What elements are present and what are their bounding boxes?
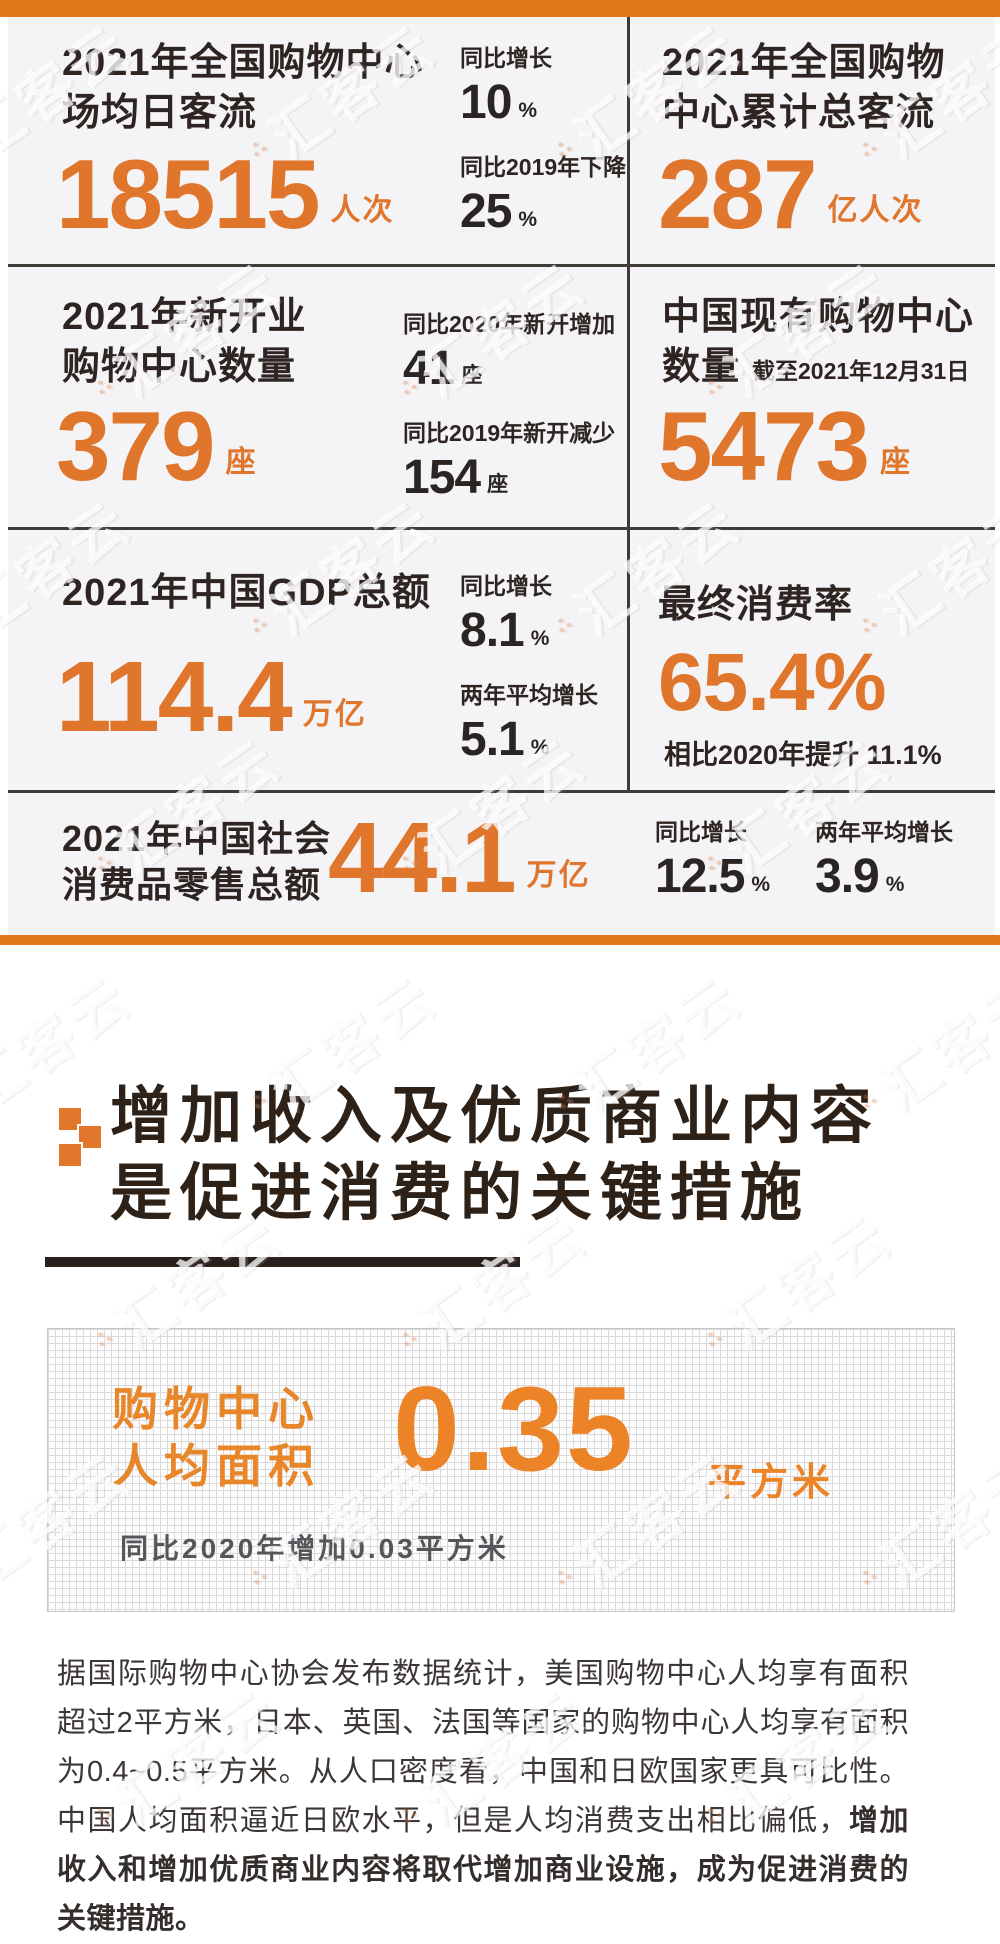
as-of-date-note: 截至2021年12月31日 xyxy=(752,358,970,384)
stat-panels: 2021年全国购物中心 场均日客流 18515 人次 同比增长 10 % 同比2… xyxy=(8,17,995,935)
highlight-label: 购物中心 人均面积 xyxy=(112,1383,320,1492)
unit-label: 人次 xyxy=(330,194,395,228)
watermark-text: ∴汇客云 xyxy=(991,1192,1000,1380)
watermark-text: ∴汇客云 xyxy=(991,1668,1000,1856)
stat-title-existing-malls: 中国现有购物中心 数量 截至2021年12月31日 xyxy=(662,292,974,396)
consumption-rate-note: 相比2020年提升 11.1% xyxy=(664,740,942,770)
stat-title-retail-sales: 2021年中国社会 消费品零售总额 xyxy=(62,818,332,905)
stat-title-gdp: 2021年中国GDP总额 xyxy=(62,572,431,614)
stat-title-daily-traffic: 2021年全国购物中心 场均日客流 xyxy=(62,42,424,134)
substat-retail-yoy: 同比增长 12.5 % xyxy=(655,819,771,903)
stat-title-total-traffic: 2021年全国购物 中心累计总客流 xyxy=(662,42,946,134)
column-divider xyxy=(627,530,630,790)
column-divider xyxy=(627,267,630,527)
stat-value-new-malls: 379 座 xyxy=(56,391,258,501)
substats-gdp: 同比增长 8.1 % 两年平均增长 5.1 % xyxy=(460,573,598,766)
heading-underline xyxy=(45,1257,520,1267)
substat-retail-2yr: 两年平均增长 3.9 % xyxy=(815,819,953,903)
row-divider xyxy=(8,264,995,267)
stat-title-consumption-rate: 最终消费率 xyxy=(658,584,854,626)
bottom-accent-bar xyxy=(0,935,1000,945)
unit-label: 座 xyxy=(880,446,913,480)
stat-value-total-traffic: 287 亿人次 xyxy=(658,139,924,249)
substats-daily-traffic: 同比增长 10 % 同比2019年下降 25 % xyxy=(460,45,627,238)
highlight-unit: 平方米 xyxy=(708,1462,835,1504)
unit-label: 万亿 xyxy=(526,859,591,892)
unit-label: 亿人次 xyxy=(827,194,924,228)
substats-new-malls: 同比2020年新开增加 41 座 同比2019年新开减少 154 座 xyxy=(403,311,616,504)
row-divider xyxy=(8,527,995,530)
stat-value-consumption-rate: 65.4% xyxy=(658,637,887,728)
highlight-note: 同比2020年增加0.03平方米 xyxy=(120,1533,509,1564)
unit-label: 万亿 xyxy=(302,698,367,731)
row-divider xyxy=(8,790,995,793)
unit-label: 座 xyxy=(225,446,258,480)
stat-title-new-malls: 2021年新开业 购物中心数量 xyxy=(62,296,307,388)
top-accent-bar xyxy=(0,0,1000,17)
stat-value-gdp: 114.4 万亿 xyxy=(56,641,367,753)
section-heading: 增加收入及优质商业内容 是促进消费的关键措施 xyxy=(110,1082,881,1228)
column-divider xyxy=(627,17,630,264)
body-paragraph: 据国际购物中心协会发布数据统计，美国购物中心人均享有面积超过2平方米，日本、英国… xyxy=(57,1658,909,1935)
highlight-grid-box: 购物中心 人均面积 0.35 平方米 同比2020年增加0.03平方米 xyxy=(47,1328,955,1612)
stat-value-retail-sales: 44.1 万亿 xyxy=(328,802,591,914)
stat-value-existing-malls: 5473 座 xyxy=(658,391,913,501)
highlight-value: 0.35 xyxy=(393,1362,635,1496)
stat-value-daily-traffic: 18515 人次 xyxy=(56,139,395,249)
